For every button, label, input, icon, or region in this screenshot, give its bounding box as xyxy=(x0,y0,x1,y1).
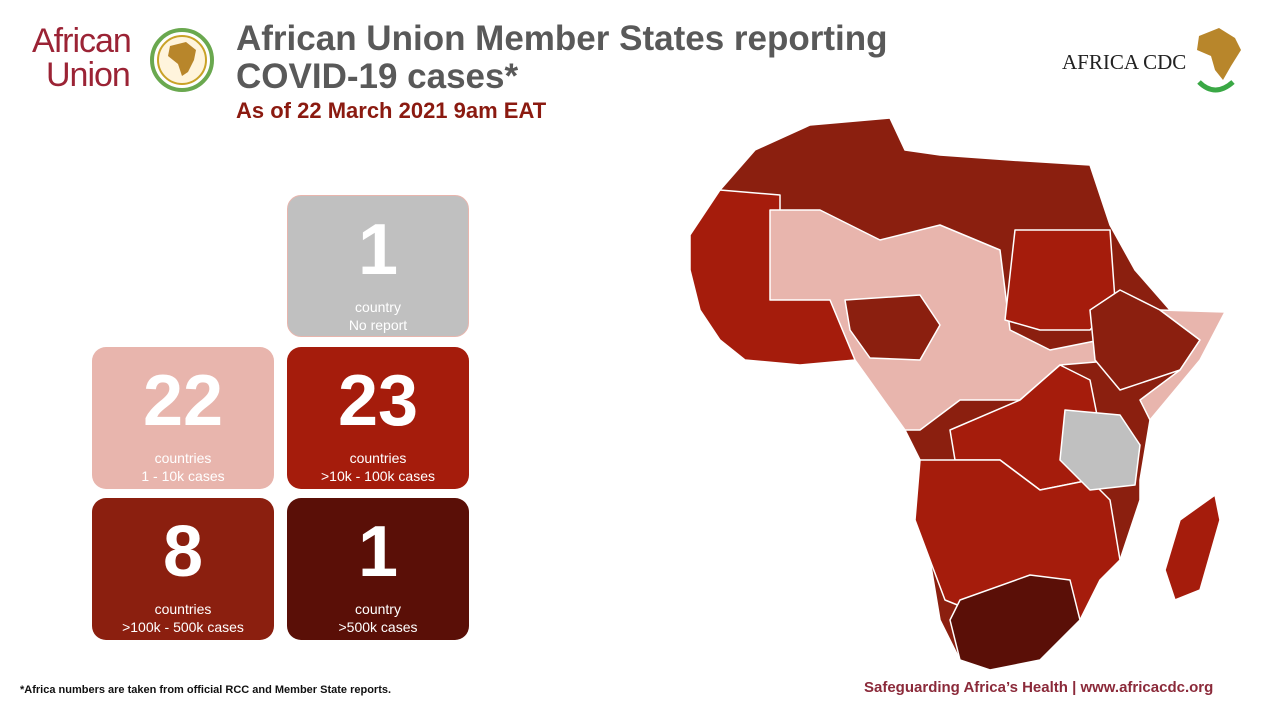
tile-unit: countries xyxy=(154,450,212,466)
au-logo-line1: African xyxy=(32,22,132,60)
footnote: *Africa numbers are taken from official … xyxy=(20,684,392,696)
tile-unit: country xyxy=(355,601,401,617)
category-tile: 22 countries 1 - 10k cases xyxy=(92,347,274,489)
madagascar xyxy=(1164,494,1221,601)
cdc-logo: AFRICA CDC xyxy=(1062,50,1187,74)
africa-map xyxy=(689,117,1226,671)
category-tile: 8 countries >100k - 500k cases xyxy=(92,498,274,640)
tile-count: 8 xyxy=(162,512,204,592)
tile-label: 1 - 10k cases xyxy=(141,468,225,484)
tile-count: 23 xyxy=(337,361,419,441)
tile-count: 22 xyxy=(142,361,224,441)
sudan xyxy=(1004,229,1116,331)
south-africa xyxy=(949,574,1081,671)
tile-count: 1 xyxy=(357,512,399,592)
tile-unit: country xyxy=(355,299,401,315)
au-logo-line2: Union xyxy=(46,56,131,94)
au-emblem xyxy=(150,28,214,92)
category-tile: 23 countries >10k - 100k cases xyxy=(287,347,469,489)
tile-count: 1 xyxy=(357,210,399,290)
tile-label: >500k cases xyxy=(338,619,418,635)
tile-label: >100k - 500k cases xyxy=(122,619,244,635)
tile-label: No report xyxy=(348,317,408,333)
somalia xyxy=(1139,309,1226,421)
tile-unit: countries xyxy=(349,450,407,466)
cdc-emblem xyxy=(1197,28,1241,93)
tile-label: >10k - 100k cases xyxy=(320,468,435,484)
category-tile: 1 country No report xyxy=(287,195,469,337)
title: African Union Member States reporting CO… xyxy=(236,19,888,96)
subtitle: As of 22 March 2021 9am EAT xyxy=(236,98,547,123)
nigeria xyxy=(844,294,941,361)
category-tile: 1 country >500k cases xyxy=(287,498,469,640)
tagline: Safeguarding Africa’s Health | www.afric… xyxy=(864,679,1214,696)
tile-unit: countries xyxy=(154,601,212,617)
au-logo: African Union xyxy=(32,22,214,94)
tanzania xyxy=(1059,409,1141,491)
